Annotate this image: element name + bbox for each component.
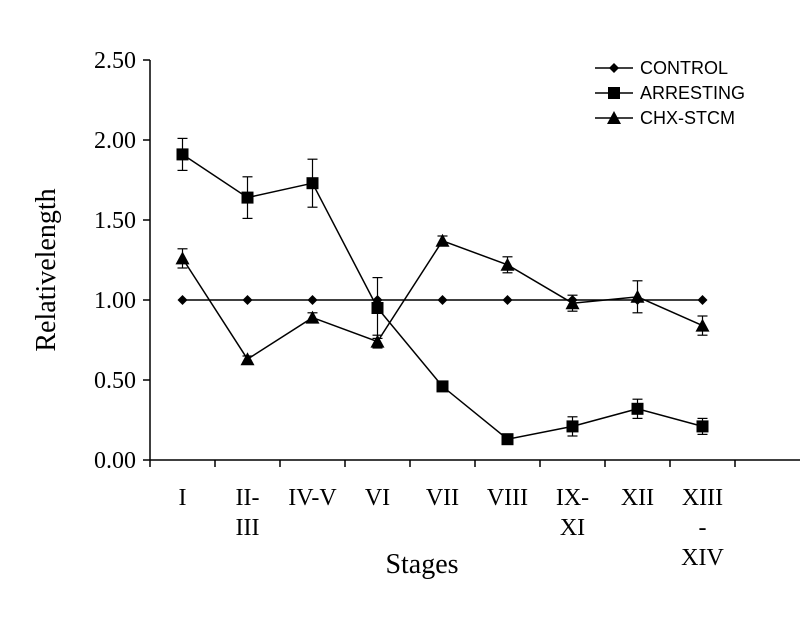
axes (143, 59, 800, 467)
x-axis-label: Stages (385, 549, 458, 580)
legend-label: ARRESTING (640, 83, 745, 103)
x-tick-label: II-III (236, 485, 260, 541)
y-tick-label: 2.50 (94, 48, 136, 74)
data-point (371, 302, 384, 314)
x-tick-label: IV-V (288, 485, 337, 511)
data-point (241, 191, 254, 204)
x-tick-label: XII (621, 485, 654, 511)
data-point (437, 295, 448, 305)
series-control (177, 295, 708, 305)
y-tick-label: 0.00 (94, 448, 136, 474)
data-point (695, 318, 710, 332)
data-point (502, 295, 513, 305)
data-point (566, 420, 579, 433)
data-point (696, 420, 709, 433)
y-tick-label: 2.00 (94, 128, 136, 154)
data-point (307, 295, 318, 305)
data-point (436, 380, 449, 393)
series-arresting (176, 137, 709, 446)
y-axis-label: Relativelength (31, 188, 62, 351)
legend-label: CHX-STCM (640, 108, 735, 128)
legend: CONTROL ARRESTING CHX-STCM (595, 58, 745, 128)
legend-marker (608, 87, 620, 99)
x-tick-labels: I II-III IV-V VI VII VIII IX-XI XII XIII -XIV (179, 485, 725, 571)
data-point (630, 289, 645, 303)
data-point (242, 295, 253, 305)
x-tick-label: IX-XI (556, 485, 589, 541)
x-tick-label: I (179, 485, 187, 511)
data-point (697, 295, 708, 305)
legend-label: CONTROL (640, 58, 728, 78)
y-tick-label: 0.50 (94, 368, 136, 394)
series-chx-stcm (175, 233, 710, 366)
legend-item: ARRESTING (595, 83, 745, 103)
data-point (176, 148, 189, 161)
data-point (370, 334, 385, 348)
data-point (240, 352, 255, 366)
legend-marker (607, 111, 621, 124)
x-tick-label: VII (426, 485, 459, 511)
x-tick-label: VIII (487, 485, 528, 511)
data-point (305, 310, 320, 324)
data-point (175, 251, 190, 265)
data-point (565, 296, 580, 310)
data-point (306, 177, 319, 190)
x-tick-label: VI (365, 485, 390, 511)
y-tick-label: 1.00 (94, 288, 136, 314)
data-point (501, 433, 514, 446)
data-point (631, 402, 644, 415)
data-point (500, 257, 515, 271)
legend-marker (609, 63, 619, 73)
y-tick-label: 1.50 (94, 208, 136, 234)
y-tick-labels: 0.00 0.50 1.00 1.50 2.00 2.50 (94, 48, 136, 474)
x-tick-label: XIII -XIV (681, 485, 724, 571)
series-layer (175, 137, 710, 446)
legend-item: CONTROL (595, 58, 728, 78)
data-point (435, 233, 450, 247)
legend-item: CHX-STCM (595, 108, 735, 128)
data-point (177, 295, 188, 305)
